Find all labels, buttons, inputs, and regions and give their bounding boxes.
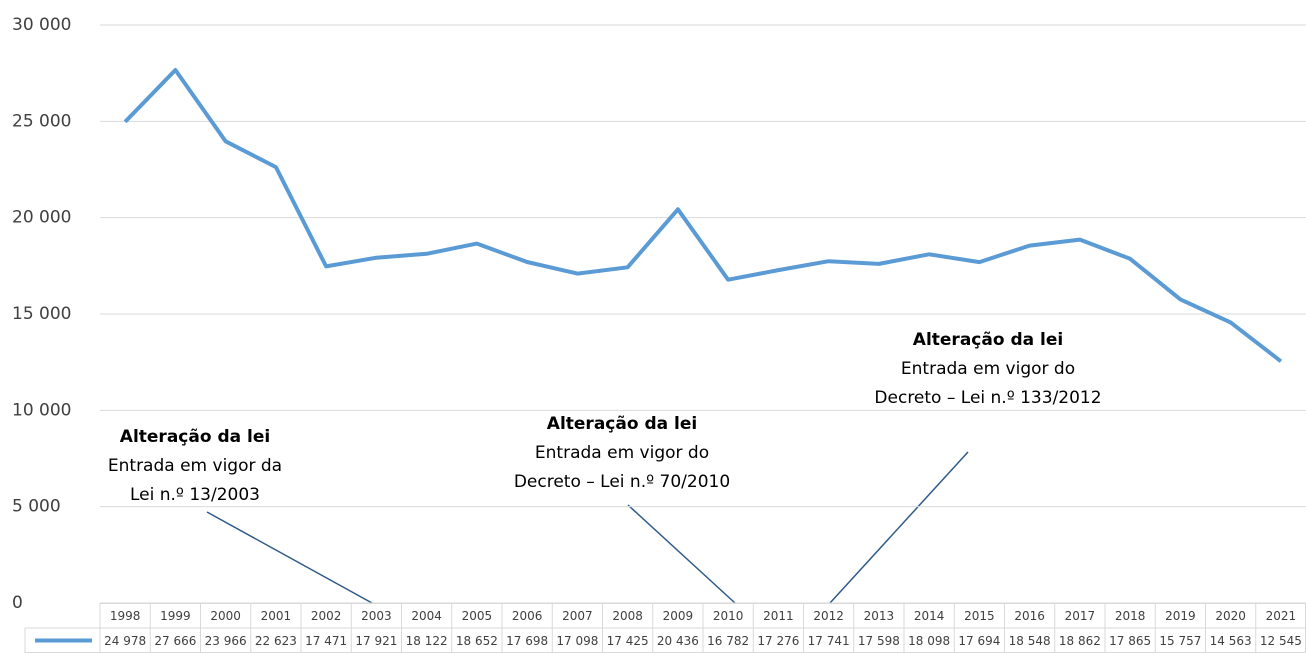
annotation-text: Decreto – Lei n.º 70/2010 [514, 472, 730, 492]
table-value: 18 122 [406, 634, 448, 648]
table-value: 17 276 [757, 634, 799, 648]
y-tick-label: 0 [12, 593, 23, 613]
x-tick-label: 2002 [311, 609, 342, 623]
annotation-title: Alteração da lei [913, 330, 1063, 350]
table-value: 22 623 [255, 634, 297, 648]
x-tick-label: 2004 [411, 609, 442, 623]
x-tick-label: 1998 [110, 609, 141, 623]
connector [627, 504, 736, 604]
x-tick-label: 2014 [914, 609, 945, 623]
table-value: 24 978 [104, 634, 146, 648]
table-value: 17 598 [858, 634, 900, 648]
annotation-title: Alteração da lei [547, 414, 697, 434]
x-tick-label: 2015 [964, 609, 995, 623]
connector [829, 451, 969, 604]
annotation-text: Entrada em vigor do [535, 443, 709, 463]
table-value: 14 563 [1210, 634, 1252, 648]
table-value: 17 425 [607, 634, 649, 648]
table-value: 17 865 [1109, 634, 1151, 648]
connector [206, 511, 373, 604]
x-tick-label: 1999 [160, 609, 191, 623]
x-tick-label: 2005 [462, 609, 493, 623]
x-tick-label: 2018 [1115, 609, 1146, 623]
y-tick-label: 5 000 [12, 497, 61, 517]
table-value: 17 694 [958, 634, 1000, 648]
x-tick-label: 2011 [763, 609, 794, 623]
table-value: 18 652 [456, 634, 498, 648]
x-tick-label: 2012 [813, 609, 844, 623]
table-value: 17 471 [305, 634, 347, 648]
x-tick-label: 2000 [210, 609, 241, 623]
table-value: 18 098 [908, 634, 950, 648]
table-value: 17 741 [808, 634, 850, 648]
table-value: 17 098 [556, 634, 598, 648]
x-tick-label: 2007 [562, 609, 593, 623]
y-tick-label: 25 000 [12, 111, 71, 131]
y-tick-label: 10 000 [12, 400, 71, 420]
table-value: 23 966 [205, 634, 247, 648]
annotation-connectors [206, 451, 969, 604]
x-tick-label: 2006 [512, 609, 543, 623]
table-value: 17 698 [506, 634, 548, 648]
x-tick-label: 2021 [1266, 609, 1297, 623]
x-tick-label: 2003 [361, 609, 392, 623]
table-value: 16 782 [707, 634, 749, 648]
x-tick-label: 2019 [1165, 609, 1196, 623]
x-tick-label: 2009 [663, 609, 694, 623]
table-value: 20 436 [657, 634, 699, 648]
annotation-text: Decreto – Lei n.º 133/2012 [874, 388, 1101, 408]
x-tick-label: 2001 [261, 609, 292, 623]
table-value: 27 666 [154, 634, 196, 648]
y-tick-label: 20 000 [12, 208, 71, 228]
x-tick-label: 2017 [1065, 609, 1096, 623]
y-tick-label: 30 000 [12, 15, 71, 35]
x-tick-label: 2010 [713, 609, 744, 623]
x-tick-label: 2008 [612, 609, 643, 623]
table-value: 18 862 [1059, 634, 1101, 648]
table-value: 17 921 [355, 634, 397, 648]
table-value: 18 548 [1009, 634, 1051, 648]
x-tick-label: 2016 [1014, 609, 1045, 623]
table-value: 12 545 [1260, 634, 1302, 648]
line-series [123, 68, 1283, 363]
x-tick-label: 2020 [1215, 609, 1246, 623]
table-value: 15 757 [1159, 634, 1201, 648]
y-tick-label: 15 000 [12, 304, 71, 324]
annotation-text: Entrada em vigor da [108, 456, 282, 476]
annotation-text: Lei n.º 13/2003 [130, 485, 260, 505]
annotation-title: Alteração da lei [120, 427, 270, 447]
x-tick-label: 2013 [864, 609, 895, 623]
annotation-text: Entrada em vigor do [901, 359, 1075, 379]
